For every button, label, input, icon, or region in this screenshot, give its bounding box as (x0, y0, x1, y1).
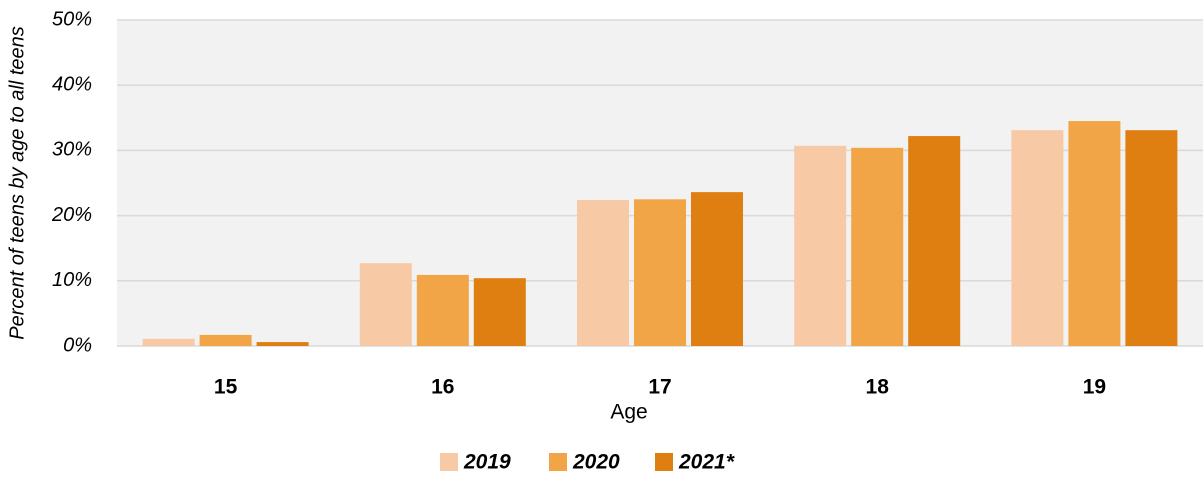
y-tick-label: 10% (52, 269, 92, 291)
legend-swatch (549, 453, 567, 471)
bar (142, 338, 195, 346)
bar (634, 199, 686, 346)
y-tick-label: 40% (52, 73, 92, 95)
x-tick-label: 15 (214, 376, 238, 399)
bar (1125, 130, 1178, 346)
y-tick-label: 50% (52, 8, 92, 30)
legend-swatch (655, 453, 673, 471)
bar (577, 199, 629, 346)
bar (1011, 130, 1064, 346)
y-tick-label: 0% (63, 334, 92, 356)
x-tick-label: 16 (431, 376, 454, 399)
y-tick-label: 30% (52, 139, 92, 161)
y-tick-label: 20% (51, 204, 92, 226)
bar (416, 274, 469, 346)
bar (691, 192, 743, 346)
legend-swatch (440, 453, 458, 471)
legend-label: 2021* (678, 451, 735, 474)
y-axis-label: Percent of teens by age to all teens (6, 26, 28, 340)
bar (794, 145, 847, 346)
bar (908, 136, 961, 346)
bar (359, 263, 412, 346)
bar (473, 278, 526, 346)
x-axis-label: Age (610, 401, 647, 424)
x-tick-label: 19 (1083, 376, 1106, 399)
legend-label: 2019 (463, 451, 511, 474)
bar (851, 147, 904, 346)
bar (1068, 121, 1121, 346)
x-tick-label: 17 (648, 376, 671, 399)
bar (256, 342, 309, 346)
bar (199, 334, 252, 346)
legend-label: 2020 (572, 451, 620, 474)
x-tick-label: 18 (866, 376, 890, 399)
